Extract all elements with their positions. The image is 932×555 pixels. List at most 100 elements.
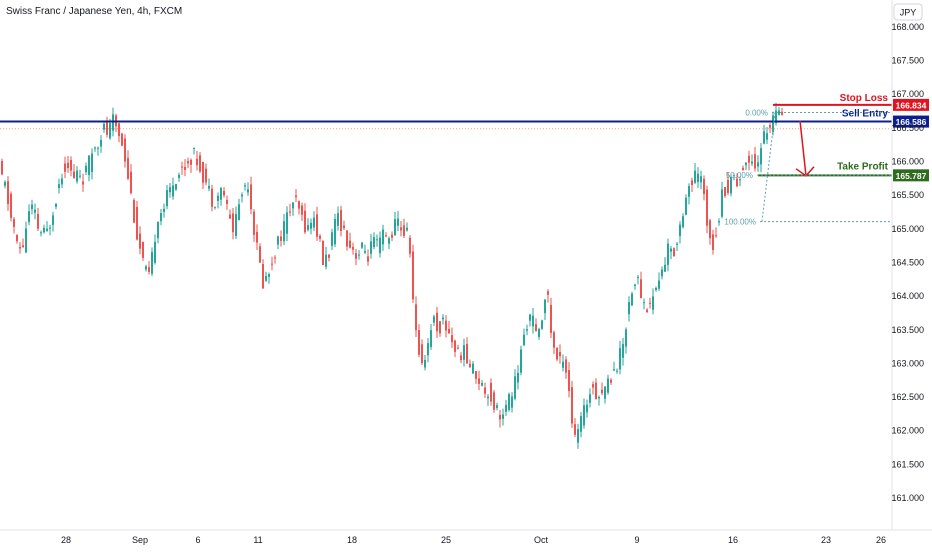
candle: [316, 206, 318, 241]
candle: [178, 172, 180, 182]
candle: [718, 218, 720, 226]
candle: [439, 321, 441, 337]
candle: [601, 382, 603, 396]
candle: [361, 241, 363, 250]
candle: [709, 218, 711, 245]
take-profit-label: Take Profit: [837, 161, 889, 172]
candle: [145, 264, 147, 272]
price-tick-label: 167.000: [891, 89, 924, 99]
candle: [685, 194, 687, 216]
candle: [322, 240, 324, 266]
candle: [640, 271, 642, 299]
candle: [391, 231, 393, 241]
symbol-title: Swiss Franc / Japanese Yen, 4h, FXCM: [6, 6, 182, 17]
candle: [688, 183, 690, 205]
candle: [367, 249, 369, 266]
candle: [301, 202, 303, 222]
candle: [1, 158, 3, 176]
candle: [514, 369, 516, 401]
price-levels: Stop Loss Sell Entry Take Profit 166.834 166…: [0, 93, 929, 182]
time-tick-label: 9: [634, 535, 639, 545]
candle: [694, 162, 696, 185]
candle: [724, 186, 726, 198]
candle: [433, 314, 435, 326]
candle: [79, 169, 81, 179]
candle: [664, 257, 666, 272]
candle: [61, 173, 63, 189]
candle: [700, 170, 702, 190]
time-tick-label: 28: [61, 535, 71, 545]
candle: [388, 236, 390, 250]
sell-entry-label: Sell Entry: [842, 109, 889, 120]
candle: [577, 423, 579, 449]
svg-text:165.787: 165.787: [896, 171, 927, 181]
candle: [421, 339, 423, 366]
candle: [652, 288, 654, 315]
sell-arrow: [795, 120, 815, 177]
candle: [175, 183, 177, 192]
candle: [508, 392, 510, 412]
candle: [481, 380, 483, 387]
candle: [253, 209, 255, 242]
candle: [691, 177, 693, 193]
candle: [151, 247, 153, 277]
candle: [748, 150, 750, 171]
candle: [520, 345, 522, 376]
time-tick-label: 6: [195, 535, 200, 545]
candle: [49, 224, 51, 236]
candle: [436, 306, 438, 338]
candle: [259, 243, 261, 264]
candle: [268, 272, 270, 284]
currency-button[interactable]: JPY: [893, 3, 923, 21]
candle: [646, 308, 648, 313]
price-tick-label: 166.000: [891, 157, 924, 167]
candle: [493, 390, 495, 413]
candle: [31, 199, 33, 215]
time-tick-label: Sep: [132, 535, 148, 545]
candle: [64, 156, 66, 179]
price-tick-label: 166.500: [891, 123, 924, 133]
candle: [94, 146, 96, 152]
candle: [58, 178, 60, 194]
candle: [160, 208, 162, 226]
svg-text:166.834: 166.834: [896, 100, 927, 110]
candle: [76, 166, 78, 184]
candle: [172, 177, 174, 200]
candle: [337, 206, 339, 231]
candle: [406, 222, 408, 232]
candle: [562, 354, 564, 372]
candle: [745, 162, 747, 171]
candle: [706, 185, 708, 234]
time-tick-label: 11: [253, 535, 262, 545]
candle: [37, 207, 39, 231]
candle: [550, 297, 552, 338]
candle: [532, 308, 534, 334]
price-tick-label: 164.500: [891, 257, 924, 267]
candle: [19, 242, 21, 254]
candle: [400, 221, 402, 237]
candle: [670, 246, 672, 260]
candle: [193, 147, 195, 155]
candle: [118, 122, 120, 143]
time-tick-label: 25: [441, 535, 451, 545]
candle: [727, 172, 729, 196]
candle: [283, 213, 285, 246]
candle: [43, 224, 45, 234]
candle: [517, 365, 519, 390]
time-axis: 28 Sep 6 11 18 25 Oct 9 16 23 26: [0, 529, 932, 545]
price-tick-label: 167.500: [891, 56, 924, 66]
candle: [619, 340, 621, 375]
candle: [511, 392, 513, 413]
candle: [733, 173, 735, 181]
candle: [370, 233, 372, 259]
candle: [451, 327, 453, 349]
candle: [196, 150, 198, 171]
candle: [415, 296, 417, 337]
candle: [721, 181, 723, 219]
candle: [352, 242, 354, 255]
candle: [427, 338, 429, 363]
candle: [607, 374, 609, 395]
candle: [358, 250, 360, 260]
